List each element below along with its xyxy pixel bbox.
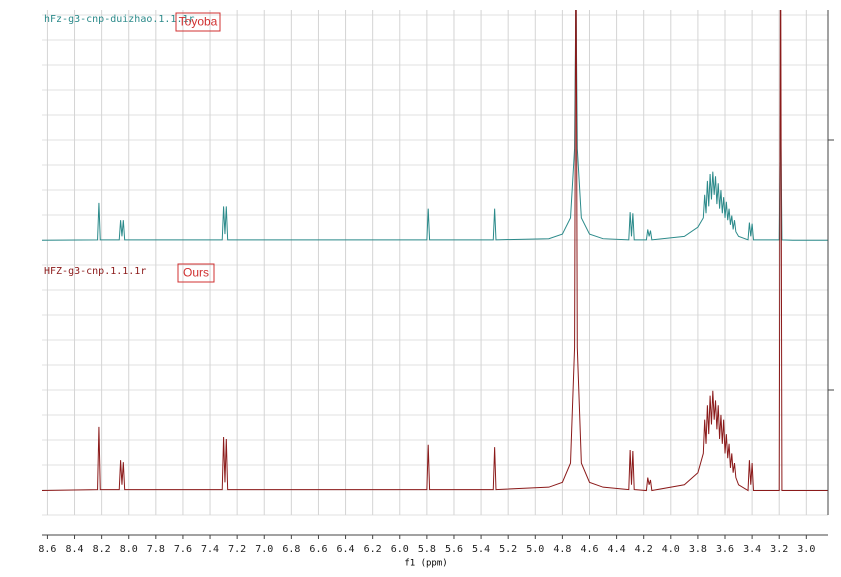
spectra: [42, 10, 828, 492]
x-tick-label: 4.4: [608, 544, 626, 555]
x-tick-label: 6.0: [391, 544, 409, 555]
x-tick-label: 7.8: [147, 544, 165, 555]
x-tick-label: 4.8: [553, 544, 571, 555]
annotation: Ours: [183, 266, 209, 280]
x-tick-label: 3.4: [743, 544, 761, 555]
spectrum-line: [42, 10, 828, 241]
annotation-box: [177, 263, 215, 283]
x-tick-label: 8.0: [120, 544, 138, 555]
x-tick-label: 8.6: [38, 544, 56, 555]
annotation-box: [175, 12, 221, 32]
x-tick-label: 7.4: [201, 544, 219, 555]
x-tick-label: 4.6: [580, 544, 598, 555]
x-tick-label: 3.6: [716, 544, 734, 555]
series-label: hFz-g3-cnp-duizhao.1.1.1r: [44, 14, 195, 25]
x-axis-label: f1 (ppm): [404, 559, 447, 569]
x-tick-label: 6.4: [337, 544, 355, 555]
x-tick-label: 5.6: [445, 544, 463, 555]
x-tick-label: 5.0: [526, 544, 544, 555]
grid: [42, 10, 828, 516]
x-tick-label: 7.6: [174, 544, 192, 555]
x-tick-label: 8.4: [65, 544, 83, 555]
x-tick-label: 3.0: [797, 544, 815, 555]
x-tick-label: 7.2: [228, 544, 246, 555]
x-tick-label: 4.2: [635, 544, 653, 555]
x-tick-label: 5.4: [472, 544, 490, 555]
x-tick-label: 3.8: [689, 544, 707, 555]
x-tick-label: 8.2: [93, 544, 111, 555]
spectrum-line: [42, 10, 828, 492]
x-tick-label: 5.2: [499, 544, 517, 555]
x-tick-label: 6.8: [282, 544, 300, 555]
x-tick-label: 7.0: [255, 544, 273, 555]
x-tick-label: 6.2: [364, 544, 382, 555]
series-label: HFZ-g3-cnp.1.1.1r: [44, 266, 146, 277]
x-tick-label: 5.8: [418, 544, 436, 555]
x-tick-label: 6.6: [309, 544, 327, 555]
x-tick-label: 4.0: [662, 544, 680, 555]
x-tick-label: 3.2: [770, 544, 788, 555]
annotation: Toyoba: [179, 15, 218, 29]
